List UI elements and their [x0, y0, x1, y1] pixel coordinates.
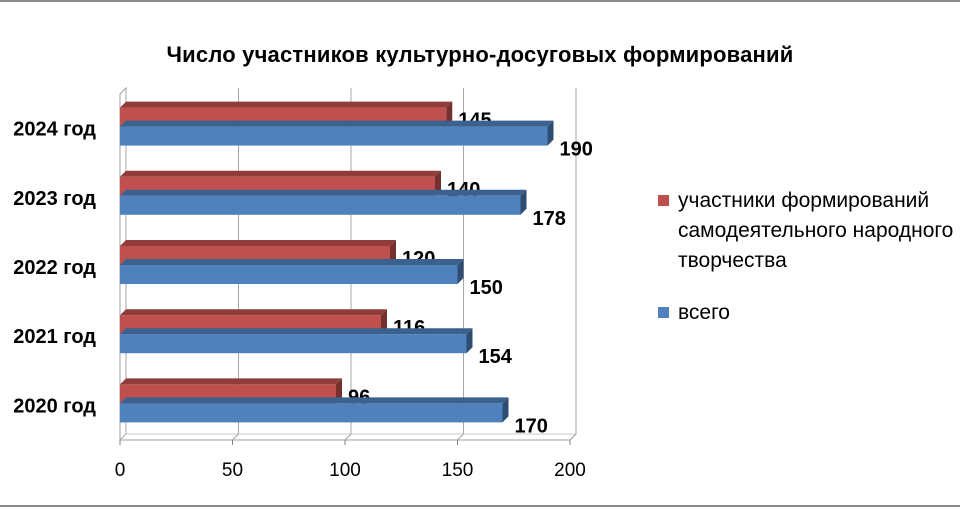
- bar-top-face: [120, 309, 387, 316]
- legend-swatch-total: [658, 307, 669, 318]
- floor-tick: [457, 433, 464, 441]
- bar-end-face: [466, 328, 473, 354]
- data-label: 190: [560, 139, 593, 161]
- bar: [120, 265, 458, 284]
- bar-end-face: [547, 120, 554, 146]
- bar-end-face: [336, 378, 342, 404]
- bar-end-face: [390, 240, 396, 265]
- category-label: 2022 год: [13, 257, 96, 279]
- legend-item-total: всего: [658, 298, 958, 328]
- legend-label-total: всего: [678, 301, 730, 324]
- floor-tick: [569, 433, 577, 441]
- bar-end-face: [457, 259, 464, 284]
- bar-top-face: [120, 170, 441, 177]
- data-label: 170: [515, 415, 548, 437]
- frame-border-bottom: [0, 505, 960, 507]
- data-label: 178: [533, 208, 566, 230]
- category-label: 2024 год: [13, 119, 96, 141]
- category-label: 2023 год: [13, 188, 96, 210]
- x-tick-label: 0: [115, 460, 126, 481]
- bar-top-face: [120, 120, 554, 127]
- x-tick-label: 150: [442, 460, 474, 481]
- bar-top-face: [120, 101, 453, 108]
- legend-swatch-participants: [658, 195, 669, 206]
- floor-tick: [344, 433, 352, 441]
- category-label: 2020 год: [13, 395, 96, 417]
- data-label: 150: [470, 277, 503, 299]
- bar-top-face: [120, 328, 473, 335]
- bar: [120, 334, 467, 354]
- legend: участники формирований самодеятельного н…: [658, 186, 958, 350]
- bar-end-face: [520, 189, 527, 215]
- x-tick-label: 100: [329, 460, 361, 481]
- x-tick-label: 200: [554, 460, 586, 481]
- bar: [120, 403, 503, 423]
- bar-top-face: [120, 397, 509, 404]
- bar-end-face: [446, 101, 453, 127]
- bar-top-face: [120, 378, 342, 385]
- bar-end-face: [381, 309, 387, 335]
- legend-label-participants: участники формирований самодеятельного н…: [678, 189, 954, 272]
- frame-border-top: [0, 0, 960, 2]
- bar: [120, 195, 521, 215]
- floor-tick: [232, 433, 239, 441]
- bar-end-face: [435, 170, 441, 196]
- data-label: 154: [479, 346, 513, 368]
- chart-title: Число участников культурно-досуговых фор…: [166, 42, 794, 67]
- bar-top-face: [120, 189, 527, 196]
- category-label: 2021 год: [13, 326, 96, 348]
- bar: [120, 126, 548, 146]
- bar-end-face: [502, 397, 509, 423]
- bar-top-face: [120, 240, 396, 246]
- floor-tick: [119, 433, 127, 441]
- bar-top-face: [120, 259, 464, 265]
- legend-item-participants: участники формирований самодеятельного н…: [658, 186, 958, 276]
- x-tick-label: 50: [222, 460, 243, 481]
